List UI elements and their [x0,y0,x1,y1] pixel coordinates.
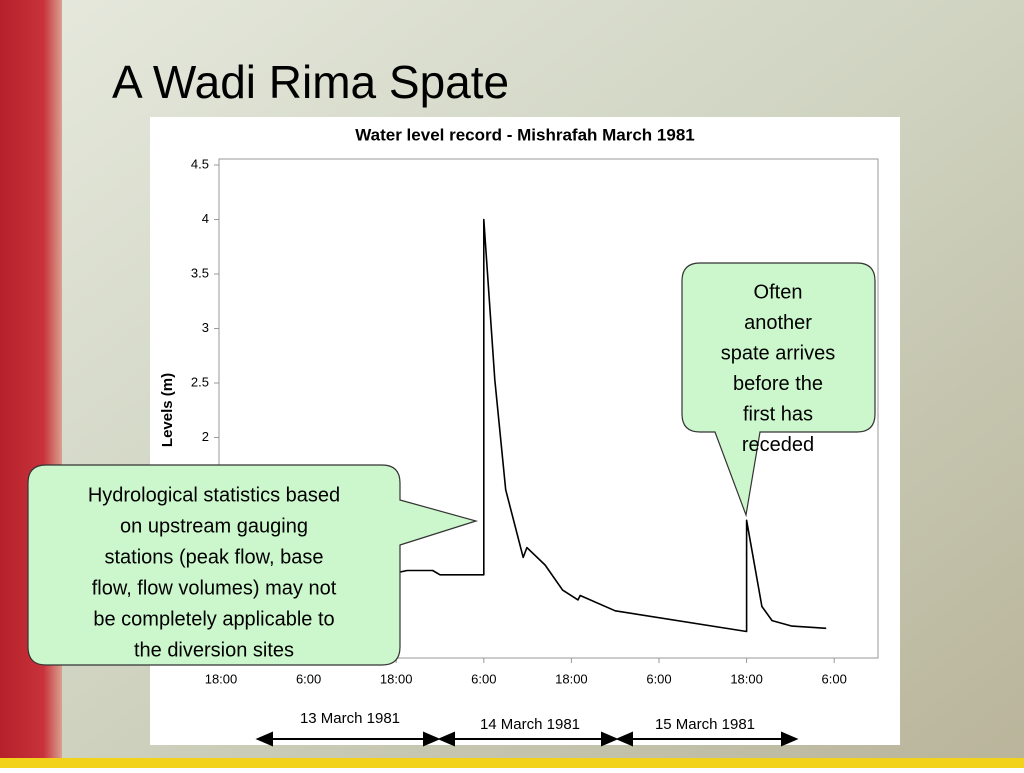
callout-text: Often another spate arrives before the first… [721,281,836,456]
arrow-head [601,731,619,747]
callout-line: Hydrological statistics based [88,484,340,506]
callout-line: flow, flow volumes) may not [92,577,337,599]
date-ranges: 13 March 1981 14 March 1981 15 March 198… [255,710,799,747]
x-tick-label: 6:00 [296,671,321,686]
y-tick-label: 3 [202,320,209,335]
x-tick-label: 18:00 [730,671,763,686]
arrow-head [781,731,799,747]
date-range-label: 15 March 1981 [655,716,755,733]
callout-left [27,464,479,666]
y-tick-label: 2.5 [191,374,209,389]
callout-line: before the [733,373,823,395]
chart: Water level record - Mishrafah March 198… [159,125,879,686]
arrow-head [255,731,273,747]
callout-line: first has [743,403,813,425]
callout-line: be completely applicable to [93,608,334,630]
callout-line: the diversion sites [134,639,294,661]
y-tick-label: 3.5 [191,265,209,280]
callout-text: Hydrological statistics based on upstream… [88,484,340,661]
x-tick-label: 6:00 [471,671,496,686]
callout-line: on upstream gauging [120,515,308,537]
callout-line: stations (peak flow, base [104,546,323,568]
callout-line: Often [754,281,803,303]
callout-line: another [744,312,812,334]
y-tick-label: 4 [202,211,209,226]
arrow-head [615,731,633,747]
chart-title: Water level record - Mishrafah March 198… [355,125,695,144]
x-tick-label: 6:00 [822,671,847,686]
x-tick-label: 6:00 [646,671,671,686]
data-line [220,218,827,633]
x-tick-label: 18:00 [555,671,588,686]
arrow-head [423,731,441,747]
yellow-strip [0,758,1024,768]
x-tick-label: 18:00 [205,671,238,686]
callout-line: spate arrives [721,342,836,364]
y-tick-label: 2 [202,429,209,444]
date-range-label: 13 March 1981 [300,710,400,727]
callout-right [681,262,876,518]
slide-title: A Wadi Rima Spate [112,56,509,108]
y-tick-label: 4.5 [191,156,209,171]
plot-frame [218,158,879,659]
x-tick-label: 18:00 [380,671,413,686]
date-range-label: 14 March 1981 [480,716,580,733]
callout-line: receded [742,434,814,456]
y-axis-label: Levels (m) [159,373,176,447]
arrow-head [437,731,455,747]
